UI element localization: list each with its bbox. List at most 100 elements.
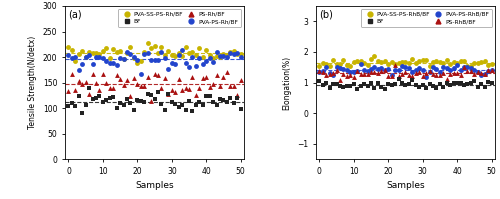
Point xyxy=(340,67,347,70)
Point xyxy=(172,54,179,58)
Point xyxy=(234,96,241,99)
Point xyxy=(109,61,117,64)
Point xyxy=(429,65,437,69)
Point xyxy=(394,74,402,77)
Point xyxy=(112,63,120,66)
Point xyxy=(364,63,372,66)
Point xyxy=(96,89,104,92)
Point xyxy=(426,83,434,86)
Point xyxy=(346,71,354,74)
Point xyxy=(161,76,169,79)
Point xyxy=(199,55,207,59)
Point xyxy=(112,107,120,110)
Point xyxy=(477,83,485,86)
Point xyxy=(429,73,437,76)
Point xyxy=(326,64,334,67)
Point xyxy=(82,55,90,58)
Point xyxy=(326,72,334,75)
Point xyxy=(453,63,461,66)
Point xyxy=(329,73,337,76)
Point xyxy=(209,56,217,59)
Point xyxy=(223,56,231,59)
Point xyxy=(488,69,496,72)
Point xyxy=(329,72,337,75)
Point xyxy=(422,75,430,78)
Point xyxy=(172,90,179,93)
Point xyxy=(394,69,402,72)
Point xyxy=(85,51,93,54)
Point xyxy=(460,65,468,69)
Point xyxy=(343,85,351,88)
Point xyxy=(422,87,430,90)
Point xyxy=(216,84,224,88)
Point xyxy=(456,60,464,63)
Point xyxy=(480,60,488,63)
Point xyxy=(356,72,364,76)
Point xyxy=(116,50,124,53)
Point xyxy=(72,59,80,62)
Point xyxy=(470,61,478,65)
Point xyxy=(147,47,155,50)
Point xyxy=(64,54,72,57)
Point xyxy=(202,59,210,62)
Point xyxy=(450,67,458,70)
Point xyxy=(226,84,234,87)
Point xyxy=(391,64,399,67)
Point xyxy=(220,55,228,58)
Point xyxy=(185,99,193,102)
Point xyxy=(206,54,214,57)
Point xyxy=(226,51,234,55)
Point xyxy=(367,68,375,71)
Point xyxy=(405,62,413,65)
Point xyxy=(436,83,444,86)
Point xyxy=(322,65,330,68)
Point xyxy=(488,68,496,71)
Point xyxy=(460,83,468,86)
Point xyxy=(415,60,423,63)
Point xyxy=(192,94,200,97)
Point xyxy=(436,74,444,77)
Point xyxy=(147,59,155,62)
Legend: PVA-SS-PS-Rh/BF, BF, PS-Rh/BF, PVA-PS-Rh/BF: PVA-SS-PS-Rh/BF, BF, PS-Rh/BF, PVA-PS-Rh… xyxy=(118,9,241,27)
Point xyxy=(72,56,80,59)
Point xyxy=(450,81,458,85)
Text: (a): (a) xyxy=(68,9,82,19)
Point xyxy=(318,70,326,73)
Point xyxy=(380,60,388,63)
Point xyxy=(154,51,162,55)
Point xyxy=(236,79,244,82)
Point xyxy=(223,54,231,57)
Point xyxy=(360,82,368,86)
Point xyxy=(316,69,324,72)
Point xyxy=(464,82,471,86)
Point xyxy=(384,62,392,65)
Point xyxy=(480,85,488,89)
Point xyxy=(164,49,172,52)
Point xyxy=(453,82,461,85)
Point xyxy=(174,53,182,56)
Point xyxy=(126,95,134,98)
Point xyxy=(161,53,169,56)
Point xyxy=(350,83,358,86)
Point xyxy=(477,73,485,77)
Point xyxy=(199,63,207,66)
Point xyxy=(188,75,196,78)
Y-axis label: Tensile Strength(N/detx): Tensile Strength(N/detx) xyxy=(28,36,37,129)
Point xyxy=(477,71,485,74)
Point xyxy=(92,96,100,99)
Point xyxy=(88,62,96,65)
Point xyxy=(216,97,224,100)
Point xyxy=(168,100,176,103)
Point xyxy=(374,72,382,75)
Point xyxy=(96,94,104,97)
Point xyxy=(440,65,448,68)
Point xyxy=(436,60,444,63)
Point xyxy=(370,54,378,57)
Point xyxy=(140,52,148,56)
Point xyxy=(467,65,475,68)
Point xyxy=(78,62,86,66)
Point xyxy=(340,59,347,62)
Point xyxy=(199,103,207,107)
Point xyxy=(150,98,158,101)
Point xyxy=(391,82,399,86)
